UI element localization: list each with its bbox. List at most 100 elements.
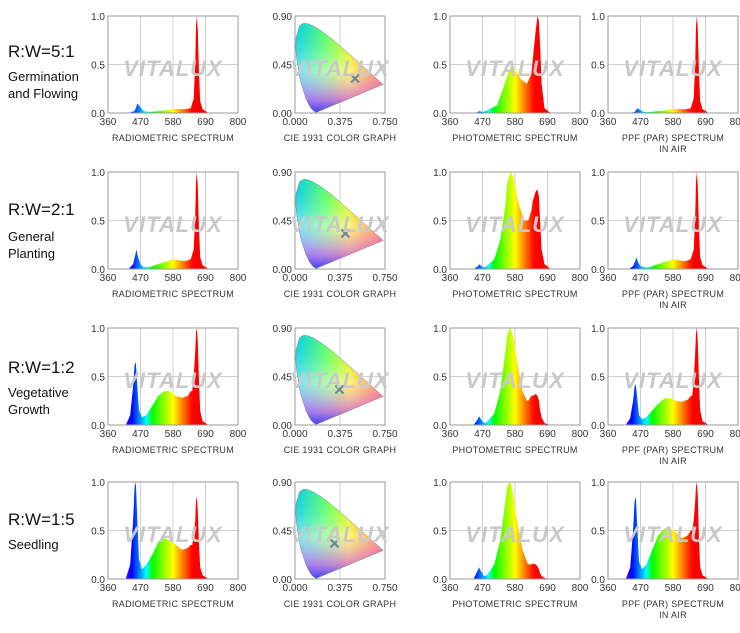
row-description-line: Germination [8,69,79,84]
x-tick-label: 360 [100,429,117,440]
watermark-text: VITALUX [123,212,223,237]
x-tick-label: 360 [442,583,459,594]
chart-caption: CIE 1931 COLOR GRAPH [284,133,397,143]
chart-radiometric-row3: 0.0 0.5 1.0 360 470 580 690 800 [91,324,247,440]
watermark-text: VITALUX [290,212,390,237]
x-tick-label: 800 [730,583,740,594]
x-tick-label: 360 [442,273,459,284]
plot-frame [607,481,739,580]
x-tick-label: 800 [572,117,589,128]
chart-caption: IN AIR [659,456,687,466]
y-tick-label: 0.0 [433,421,447,432]
x-tick-label: 800 [230,117,247,128]
y-tick-label: 0.5 [591,527,605,538]
cie-point-marker [329,538,340,549]
spectrum-area [125,482,209,579]
watermark-text: VITALUX [290,368,390,393]
y-tick-label: 0.0 [91,421,105,432]
x-tick-label: 0.375 [327,429,352,440]
x-tick-label: 360 [100,583,117,594]
row-ratio: R:W=1:5 [8,510,75,529]
x-tick-label: 360 [600,117,617,128]
y-tick-label: 1.0 [591,478,605,489]
chart-caption: PHOTOMETRIC SPECTRUM [452,445,577,455]
x-tick-label: 580 [165,583,182,594]
y-tick-label: 0.90 [273,478,293,489]
chart-caption: PHOTOMETRIC SPECTRUM [452,599,577,609]
chart-cie-row1: 0.00 0.45 0.90 0.000 0.375 0.750 [273,12,398,128]
x-tick-label: 470 [132,273,149,284]
y-tick-label: 1.0 [91,324,105,335]
chart-ppf-row3: 0.0 0.5 1.0 360 470 580 690 800 [591,324,740,440]
y-tick-label: 0.90 [273,168,293,179]
x-tick-label: 800 [572,583,589,594]
y-tick-label: 0.45 [273,373,293,384]
y-tick-label: 1.0 [433,12,447,23]
x-tick-label: 0.375 [327,273,352,284]
x-tick-label: 360 [442,117,459,128]
y-tick-label: 0.45 [273,217,293,228]
y-tick-label: 0.00 [273,109,293,120]
x-tick-label: 580 [507,583,524,594]
x-tick-label: 0.750 [372,117,397,128]
watermark-text: VITALUX [623,368,723,393]
y-tick-label: 1.0 [591,324,605,335]
chart-radiometric-row1: 0.0 0.5 1.0 360 470 580 690 800 [91,12,247,128]
chart-caption: PPF (PAR) SPECTRUM [622,445,724,455]
x-tick-label: 800 [230,583,247,594]
row-label-2-1: R:W=2:1 General Planting [8,200,75,262]
x-tick-label: 470 [132,583,149,594]
chart-caption: CIE 1931 COLOR GRAPH [284,289,397,299]
y-tick-label: 0.0 [591,109,605,120]
x-tick-label: 690 [197,273,214,284]
x-tick-label: 0.375 [327,583,352,594]
x-tick-label: 690 [697,273,714,284]
x-tick-label: 690 [197,117,214,128]
chart-photometric-row4: 0.0 0.5 1.0 360 470 580 690 800 [433,478,589,594]
x-tick-label: 800 [572,273,589,284]
watermark-text: VITALUX [123,368,223,393]
y-tick-label: 0.5 [433,61,447,72]
spectrum-area [473,482,551,579]
spectrum-area [473,328,551,425]
watermark-text: VITALUX [123,56,223,81]
plot-frame [607,15,739,114]
watermark-text: VITALUX [123,522,223,547]
chart-ppf-row2: 0.0 0.5 1.0 360 470 580 690 800 [591,168,740,284]
row-description-line: Vegetative [8,385,69,400]
row-description-line: Growth [8,402,50,417]
x-tick-label: 470 [474,583,491,594]
x-tick-label: 470 [632,583,649,594]
x-tick-label: 470 [632,429,649,440]
spectrum-area [628,16,709,113]
x-tick-label: 360 [600,429,617,440]
x-tick-label: 360 [100,117,117,128]
spectrum-area [128,172,209,269]
y-tick-label: 0.0 [91,265,105,276]
chart-caption: CIE 1931 COLOR GRAPH [284,445,397,455]
cie-locus [295,488,384,579]
spectrum-area [473,16,551,113]
y-tick-label: 1.0 [433,478,447,489]
chart-radiometric-row4: 0.0 0.5 1.0 360 470 580 690 800 [91,478,247,594]
y-tick-label: 0.5 [91,61,105,72]
y-tick-label: 0.5 [591,61,605,72]
chart-ppf-row4: 0.0 0.5 1.0 360 470 580 690 800 [591,478,740,594]
plot-frame [107,481,239,580]
cie-locus [295,334,384,425]
y-tick-label: 0.5 [91,373,105,384]
spectrum-area [625,328,709,425]
y-tick-label: 0.0 [433,265,447,276]
x-tick-label: 360 [442,429,459,440]
plot-frame [449,481,581,580]
spectrum-area [628,172,709,269]
watermark-text: VITALUX [465,522,565,547]
x-tick-label: 470 [474,429,491,440]
spectrum-area [125,328,209,425]
y-tick-label: 0.00 [273,421,293,432]
y-tick-label: 0.5 [433,527,447,538]
x-tick-label: 580 [507,429,524,440]
chart-caption: RADIOMETRIC SPECTRUM [112,599,234,609]
cie-locus [295,22,384,113]
row-description-line: General [8,229,55,244]
